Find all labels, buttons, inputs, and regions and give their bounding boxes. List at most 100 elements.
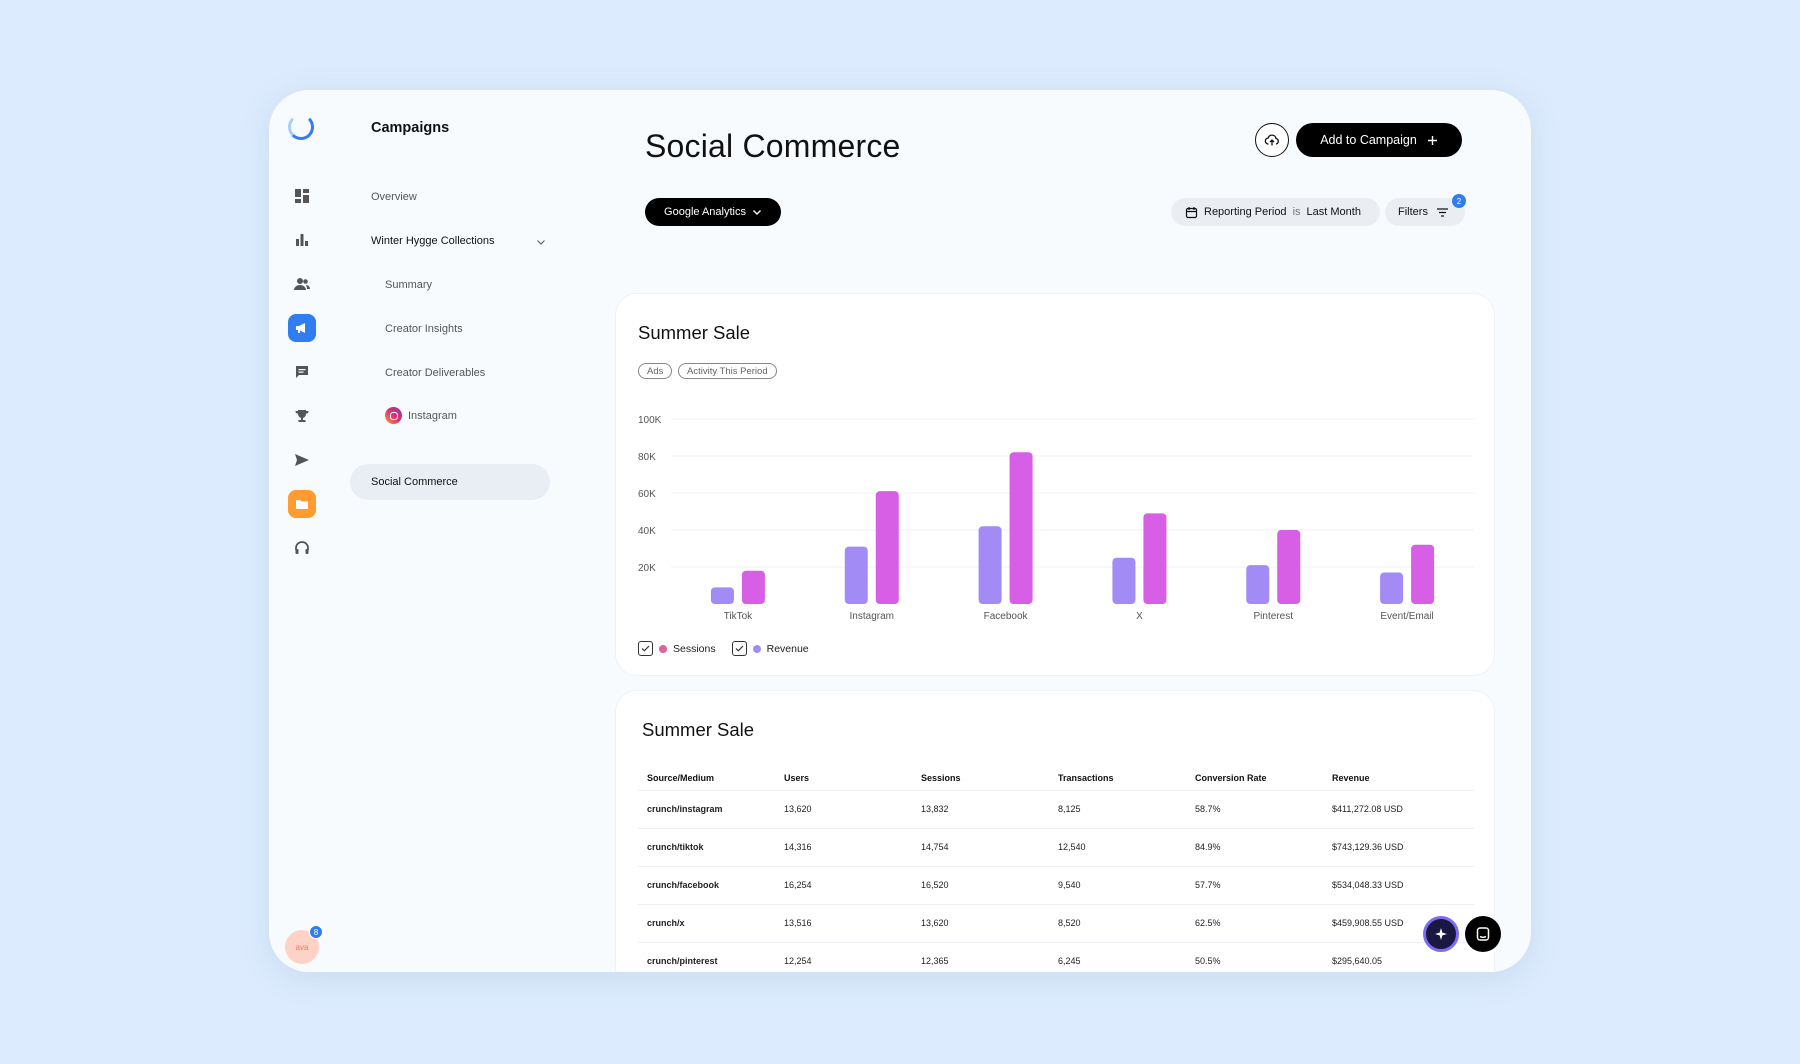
bar [710,587,734,604]
chat-button[interactable] [1465,916,1501,952]
bar [741,570,765,604]
bar [1246,565,1270,604]
headphones-icon[interactable] [288,534,316,562]
legend-item-revenue[interactable]: Revenue [731,641,809,656]
reporting-period-filter[interactable]: Reporting Period is Last Month [1171,198,1380,226]
table-cell: 16,520 [912,866,1049,905]
bar [875,491,899,604]
icon-rail: ava 8 [269,90,335,972]
ai-assistant-button[interactable] [1423,916,1459,952]
filter-icon [1436,207,1448,217]
sidebar-item-overview[interactable]: Overview [371,191,417,203]
table-cell: crunch/pinterest [638,942,775,972]
app-window: ava 8 Campaigns Overview Winter Hygge Co… [269,90,1531,972]
message-icon[interactable] [288,358,316,386]
x-tick-label: Event/Email [1380,611,1433,622]
table-row[interactable]: crunch/facebook 16,254 16,520 9,540 57.7% $53… [638,866,1474,905]
logo-icon[interactable] [288,114,314,140]
bar [1143,513,1167,604]
data-table: Source/Medium Users Sessions Transaction… [638,766,1474,972]
table-cell: 14,754 [912,828,1049,867]
send-icon[interactable] [288,446,316,474]
tag-activity-this-period[interactable]: Activity This Period [678,363,777,379]
tag-ads[interactable]: Ads [638,363,673,379]
checkbox-checked-icon[interactable] [731,641,747,656]
x-tick-label: Pinterest [1254,611,1294,622]
add-to-campaign-button[interactable]: Add to Campaign [1296,123,1462,157]
table-row[interactable]: crunch/tiktok 14,316 14,754 12,540 84.9% $743… [638,828,1474,867]
bar [1380,572,1404,604]
sidebar-item-creator-deliverables[interactable]: Creator Deliverables [385,367,486,379]
sidebar-item-winter-hygge[interactable]: Winter Hygge Collections [371,235,495,247]
chevron-down-icon[interactable] [536,237,546,247]
plus-icon [1427,135,1437,145]
legend-label: Sessions [673,642,716,655]
sidebar-title: Campaigns [371,120,450,136]
table-cell: 8,125 [1049,790,1186,829]
table-cell: 58.7% [1186,790,1323,829]
chart-card-title: Summer Sale [638,322,751,343]
table-cell: 16,254 [775,866,912,905]
column-header[interactable]: Conversion Rate [1186,766,1323,791]
notification-badge: 8 [309,925,323,939]
table-cell: 57.7% [1186,866,1323,905]
column-header[interactable]: Sessions [912,766,1049,791]
filters-label: Filters [1398,206,1428,218]
table-cell: 13,516 [775,904,912,943]
table-cell: crunch/facebook [638,866,775,905]
x-tick-label: X [1136,611,1143,622]
column-header[interactable]: Users [775,766,912,791]
table-cell: 62.5% [1186,904,1323,943]
folder-icon[interactable] [288,490,316,518]
legend-label: Revenue [766,642,809,655]
bar [844,546,868,604]
table-cell: 84.9% [1186,828,1323,867]
dashboard-icon[interactable] [288,182,316,210]
table-cell: 50.5% [1186,942,1323,972]
megaphone-icon[interactable] [288,314,316,342]
chat-icon [1476,927,1490,941]
y-tick-label: 100K [638,415,662,426]
sidebar-item-creator-insights[interactable]: Creator Insights [385,323,463,335]
campaigns-sidebar: Campaigns Overview Winter Hygge Collecti… [335,90,555,972]
sidebar-item-social-commerce[interactable]: Social Commerce [350,464,550,500]
checkbox-checked-icon[interactable] [638,641,653,656]
chevron-down-icon [752,210,761,215]
table-row[interactable]: crunch/x 13,516 13,620 8,520 62.5% $459,908.5… [638,904,1474,943]
instagram-icon [385,407,402,424]
bar-chart-icon[interactable] [288,226,316,254]
legend-item-sessions[interactable]: Sessions [638,641,716,656]
y-tick-label: 20K [638,563,656,574]
upload-button[interactable] [1255,123,1289,157]
table-cell: $743,129.36 USD [1323,828,1474,867]
chart-card: Summer Sale Ads Activity This Period 100… [615,293,1495,676]
filters-button[interactable]: Filters [1385,198,1465,226]
cloud-upload-icon [1264,134,1279,146]
sidebar-item-summary[interactable]: Summary [385,279,433,291]
bar [1112,557,1136,604]
bar-chart: 100K 80K 60K 40K 20K TikTok Instagram Facebook X… [638,415,1474,622]
table-row[interactable]: crunch/pinterest 12,254 12,365 6,245 50.5% $2… [638,942,1474,972]
bar [1009,452,1033,604]
chart-legend: Sessions Revenue [638,641,817,656]
bar [978,526,1002,604]
bar [1411,544,1435,604]
period-value: Last Month [1306,206,1361,218]
table-card-title: Summer Sale [642,719,755,740]
table-cell: 14,316 [775,828,912,867]
table-row[interactable]: crunch/instagram 13,620 13,832 8,125 58.7% $4… [638,790,1474,829]
sidebar-item-instagram[interactable]: Instagram [385,407,457,424]
users-icon[interactable] [288,270,316,298]
analytics-source-dropdown[interactable]: Google Analytics [645,198,781,226]
analytics-source-label: Google Analytics [664,206,746,218]
table-cell: crunch/instagram [638,790,775,829]
trophy-icon[interactable] [288,402,316,430]
x-tick-label: TikTok [724,611,754,622]
table-cell: 12,540 [1049,828,1186,867]
column-header[interactable]: Transactions [1049,766,1186,791]
bar [1277,530,1301,604]
column-header[interactable]: Source/Medium [638,766,775,791]
column-header[interactable]: Revenue [1323,766,1474,791]
table-cell: 12,365 [912,942,1049,972]
x-tick-label: Instagram [850,611,894,622]
